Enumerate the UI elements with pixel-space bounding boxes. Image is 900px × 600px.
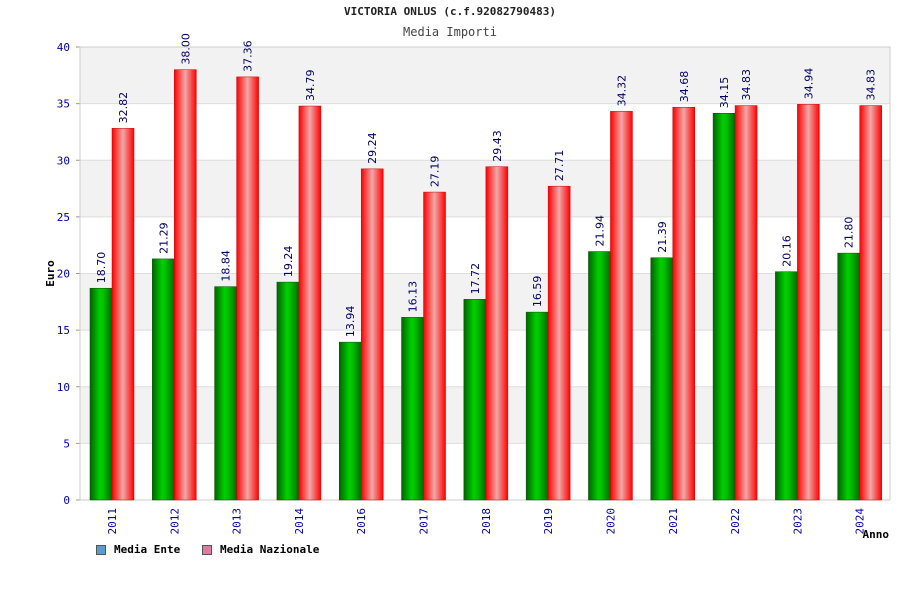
y-tick-label: 25: [57, 211, 70, 224]
bar-media-ente: [152, 258, 175, 501]
bar-media-ente: [276, 281, 300, 501]
y-tick-label: 30: [57, 154, 70, 167]
data-label-ente: 20.16: [780, 235, 793, 267]
x-tick-label: 2012: [168, 508, 181, 535]
grid-band: [80, 160, 890, 217]
legend-swatch-ente: [96, 544, 106, 555]
legend-item-ente: Media Ente: [96, 543, 180, 556]
data-label-ente: 16.59: [531, 276, 544, 308]
bar-media-nazionale: [547, 185, 571, 501]
bar-media-ente: [588, 251, 611, 501]
data-label-nazionale: 27.19: [429, 156, 442, 188]
data-label-ente: 18.84: [220, 250, 233, 282]
data-label-ente: 21.94: [593, 215, 606, 247]
x-tick-label: 2013: [231, 508, 244, 535]
data-label-nazionale: 29.43: [491, 130, 504, 162]
x-tick-label: 2021: [667, 508, 680, 535]
y-tick-label: 15: [57, 324, 70, 337]
x-tick-label: 2023: [791, 508, 804, 535]
bar-media-ente: [712, 113, 736, 501]
x-tick-label: 2017: [418, 508, 431, 535]
x-tick-label: 2022: [729, 508, 742, 535]
bar-media-nazionale: [859, 105, 882, 501]
bar-media-nazionale: [797, 104, 820, 501]
data-label-nazionale: 34.68: [678, 71, 691, 103]
legend-label-ente: Media Ente: [114, 543, 181, 556]
bar-media-nazionale: [298, 105, 322, 501]
bar-media-nazionale: [360, 168, 384, 501]
bar-media-ente: [338, 341, 362, 501]
x-tick-label: 2014: [293, 508, 306, 535]
bar-media-ente: [214, 286, 237, 501]
x-axis-label: Anno: [863, 528, 890, 541]
y-tick-label: 5: [63, 437, 70, 450]
bar-media-ente: [837, 252, 860, 501]
bar-media-ente: [525, 311, 549, 501]
y-tick-label: 40: [57, 41, 70, 54]
data-label-ente: 19.24: [282, 246, 295, 278]
data-label-nazionale: 34.83: [740, 69, 753, 101]
data-label-ente: 13.94: [344, 306, 357, 338]
chart-subtitle: Media Importi: [403, 25, 497, 39]
grid-band: [80, 47, 890, 104]
data-label-ente: 21.80: [843, 217, 856, 249]
bar-media-nazionale: [485, 166, 509, 501]
data-label-nazionale: 27.71: [553, 150, 566, 182]
grid-band: [80, 103, 890, 161]
bar-media-ente: [775, 271, 798, 501]
bar-media-ente: [463, 299, 487, 501]
y-tick-label: 35: [57, 98, 70, 111]
legend-label-nazionale: Media Nazionale: [220, 543, 320, 556]
x-tick-label: 2019: [542, 508, 555, 535]
data-label-nazionale: 34.83: [865, 69, 878, 101]
data-label-ente: 21.39: [656, 221, 669, 253]
data-label-ente: 17.72: [469, 263, 482, 295]
x-tick-label: 2024: [854, 508, 867, 535]
y-tick-label: 0: [63, 494, 70, 507]
bar-media-nazionale: [111, 128, 135, 501]
y-tick-label: 20: [57, 268, 70, 281]
bar-media-nazionale: [672, 106, 696, 501]
data-label-nazionale: 29.24: [366, 132, 379, 164]
bar-media-nazionale: [734, 105, 758, 501]
legend-swatch-nazionale: [202, 544, 212, 555]
legend-item-nazionale: Media Nazionale: [202, 543, 319, 556]
grid-band: [80, 216, 890, 274]
data-label-nazionale: 38.00: [179, 33, 192, 65]
bar-media-ente: [401, 317, 424, 501]
data-label-ente: 16.13: [407, 281, 420, 313]
data-label-nazionale: 37.36: [242, 40, 255, 72]
x-tick-label: 2020: [604, 508, 617, 535]
bar-media-nazionale: [610, 111, 633, 501]
y-axis-label: Euro: [44, 260, 57, 287]
bar-media-ente: [89, 287, 113, 501]
x-tick-label: 2018: [480, 508, 493, 535]
y-tick-label: 10: [57, 381, 70, 394]
x-tick-label: 2011: [106, 508, 119, 535]
data-label-nazionale: 32.82: [117, 92, 130, 124]
chart-title: VICTORIA ONLUS (c.f.92082790483): [344, 5, 556, 18]
bar-media-nazionale: [236, 76, 259, 501]
bar-media-ente: [650, 257, 674, 501]
data-label-ente: 34.15: [718, 77, 731, 109]
bar-media-nazionale: [423, 191, 446, 501]
data-label-nazionale: 34.32: [615, 75, 628, 107]
x-tick-label: 2016: [355, 508, 368, 535]
data-label-nazionale: 34.94: [802, 68, 815, 100]
data-label-ente: 21.29: [157, 222, 170, 254]
bar-media-nazionale: [174, 69, 197, 501]
data-label-nazionale: 34.79: [304, 70, 317, 102]
data-label-ente: 18.70: [95, 252, 108, 284]
